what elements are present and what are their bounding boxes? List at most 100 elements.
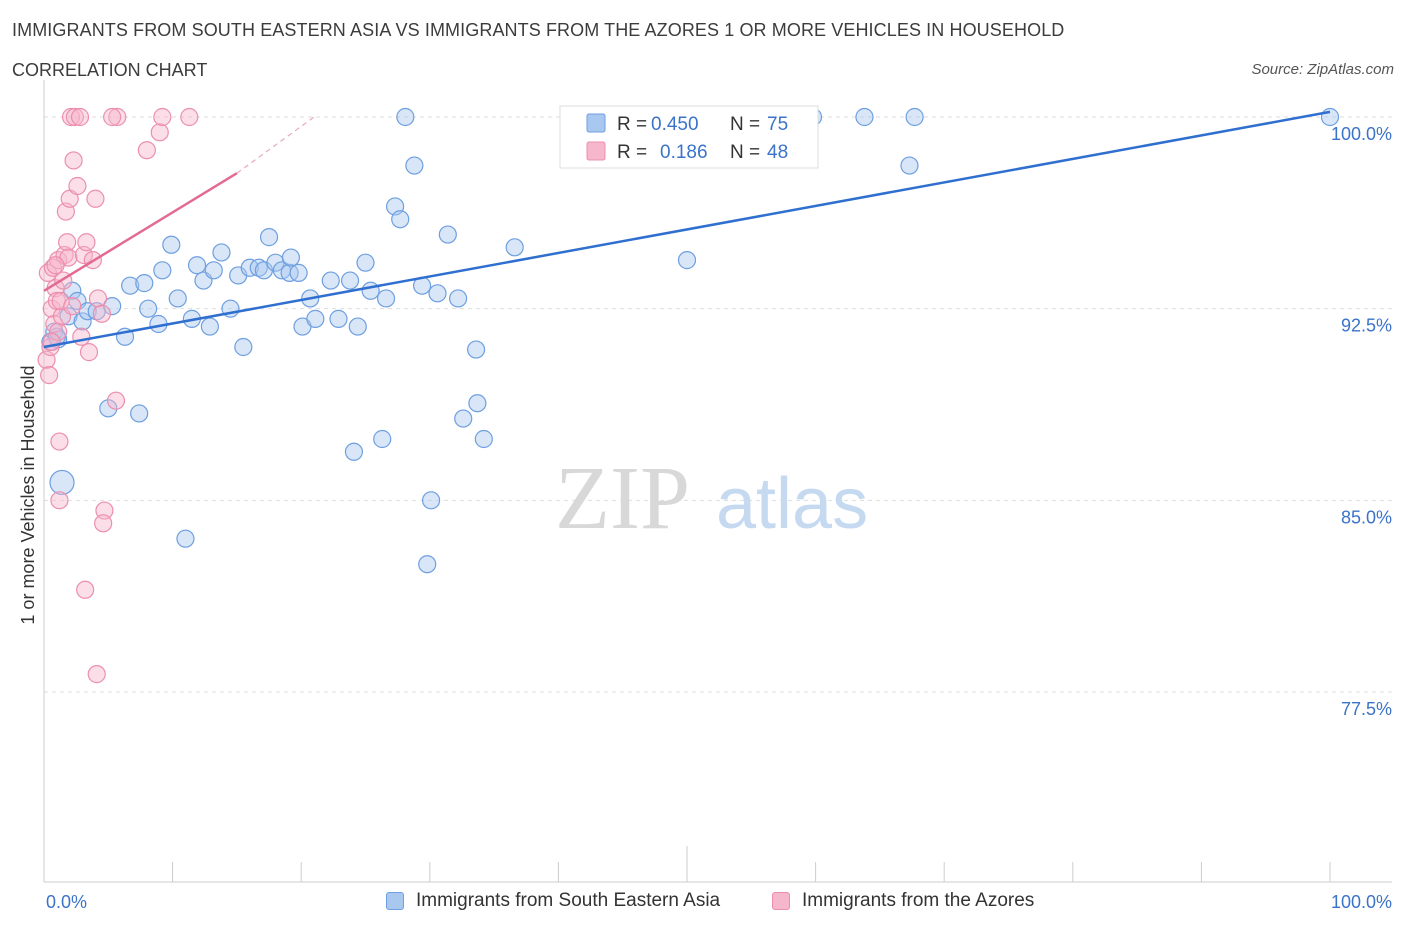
legend-n-label-blue: N = — [730, 114, 760, 135]
watermark-zip: ZIP — [555, 449, 690, 548]
legend-n-value-blue: 75 — [767, 114, 788, 135]
blue-point — [289, 263, 308, 282]
pink-point — [108, 107, 127, 127]
y-axis-label: 1 or more Vehicles in Household — [18, 365, 38, 624]
pink-point — [87, 665, 106, 684]
blue-point — [99, 399, 118, 418]
y-tick-label: 92.5% — [1341, 316, 1392, 336]
pink-point — [68, 176, 87, 196]
chart-subtitle: CORRELATION CHART — [12, 60, 208, 80]
pink-point — [50, 432, 69, 451]
blue-point — [1320, 107, 1340, 127]
blue-point — [306, 309, 325, 328]
blue-point — [454, 409, 473, 428]
pink-point — [64, 151, 83, 170]
legend-swatch-pink — [586, 141, 606, 161]
y-tick-label: 85.0% — [1341, 507, 1392, 527]
blue-point — [438, 225, 457, 244]
blue-point — [356, 253, 375, 272]
blue-point — [474, 429, 493, 449]
blue-point — [234, 337, 253, 357]
blue-point — [428, 284, 447, 303]
legend-n-label-pink: N = — [730, 142, 760, 163]
pink-point — [180, 107, 199, 127]
blue-point — [321, 271, 340, 290]
blue-point — [281, 248, 301, 267]
blue-point — [855, 107, 874, 127]
x-tick-labels: 0.0% 100.0% — [46, 892, 1392, 912]
pink-trendline-extension — [236, 116, 315, 174]
series-blue-points — [41, 107, 1340, 574]
blue-point — [59, 307, 78, 326]
pink-point — [51, 291, 70, 311]
watermark: ZIP atlas — [555, 449, 868, 548]
blue-point — [418, 555, 437, 574]
pink-point — [50, 491, 69, 510]
blue-point — [200, 317, 219, 336]
pink-point — [46, 256, 65, 275]
pink-point — [153, 107, 172, 127]
pink-point — [86, 189, 105, 208]
blue-point — [468, 394, 487, 413]
blue-point — [344, 442, 364, 461]
pink-point — [40, 366, 59, 385]
blue-point — [905, 107, 924, 127]
legend-r-label-blue: R = — [617, 114, 647, 135]
pink-point — [65, 107, 84, 127]
bottom-legend-item-blue[interactable]: Immigrants from South Eastern Asia — [386, 890, 720, 912]
bottom-legend-label-pink: Immigrants from the Azores — [802, 890, 1035, 911]
pink-point — [70, 107, 90, 127]
blue-point — [677, 251, 697, 270]
x-tick-label: 0.0% — [46, 892, 87, 912]
pink-point — [72, 327, 91, 346]
blue-point — [900, 156, 919, 175]
blue-point — [361, 281, 380, 300]
blue-point — [73, 312, 92, 331]
legend-r-value-blue: 0.450 — [651, 114, 699, 135]
blue-point — [329, 309, 348, 328]
bottom-legend-label-blue: Immigrants from South Eastern Asia — [416, 890, 721, 911]
x-tick-label: 100.0% — [1331, 892, 1392, 912]
watermark-atlas: atlas — [716, 464, 868, 544]
legend-swatch-blue — [586, 113, 606, 133]
blue-point — [373, 429, 392, 449]
y-tick-label: 77.5% — [1341, 699, 1392, 719]
axes — [43, 80, 1392, 883]
blue-point — [249, 258, 268, 277]
blue-point — [176, 529, 195, 548]
trendlines — [43, 110, 1331, 349]
chart-title: IMMIGRANTS FROM SOUTH EASTERN ASIA VS IM… — [12, 20, 1065, 40]
pink-point — [76, 580, 95, 599]
pink-point — [49, 322, 68, 341]
blue-point — [162, 235, 181, 254]
legend-r-value-pink: 0.186 — [660, 142, 708, 163]
legend-n-value-pink: 48 — [767, 142, 788, 163]
pink-point — [106, 391, 126, 410]
pink-point — [38, 263, 57, 282]
blue-point — [204, 261, 223, 280]
pink-trendline — [43, 172, 238, 292]
pink-point — [63, 297, 82, 316]
bottom-legend-swatch-pink — [772, 892, 790, 910]
y-tick-labels: 100.0% 92.5% 85.0% 77.5% — [1331, 124, 1392, 719]
pink-point — [88, 289, 108, 308]
blue-point — [466, 340, 486, 359]
pink-point — [94, 514, 113, 533]
blue-point — [259, 228, 279, 247]
blue-point — [103, 297, 122, 316]
blue-point — [448, 289, 468, 308]
legend-r-label-pink: R = — [617, 142, 647, 163]
blue-point — [421, 491, 441, 510]
y-tick-label: 100.0% — [1331, 124, 1392, 144]
stats-legend: R = 0.450 N = 75 R = 0.186 N = 48 — [559, 105, 819, 169]
pink-point — [137, 141, 156, 160]
blue-point — [396, 107, 415, 127]
blue-point — [139, 299, 158, 318]
bottom-legend-item-pink[interactable]: Immigrants from the Azores — [772, 890, 1034, 912]
blue-point — [130, 404, 149, 423]
blue-point — [376, 289, 396, 308]
blue-point — [168, 289, 187, 308]
blue-point — [187, 256, 207, 275]
series-pink-points — [37, 107, 199, 684]
